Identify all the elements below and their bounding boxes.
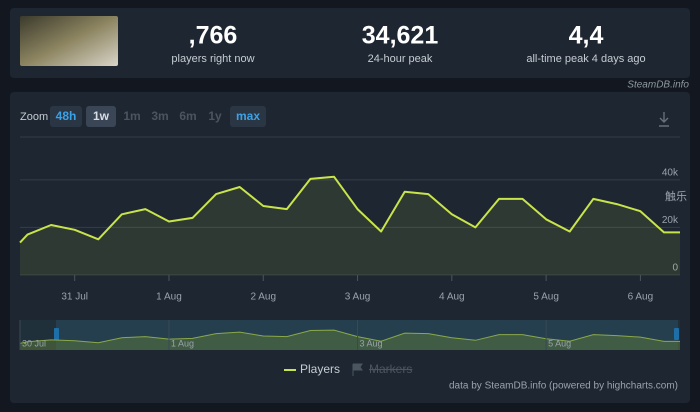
zoom-button-label[interactable]: 1y: [208, 109, 222, 123]
legend-label-disabled[interactable]: Markers: [369, 362, 412, 376]
line: [19, 175, 680, 244]
stat-value: 34,621: [362, 22, 439, 50]
x-tick-label: 2 Aug: [250, 292, 276, 303]
y-tick-label: 20k: [662, 215, 679, 226]
zoom-button-label[interactable]: 48h: [56, 109, 77, 123]
game-thumbnail[interactable]: [20, 16, 118, 66]
zoom-button[interactable]: [86, 106, 116, 127]
zoom-button[interactable]: [230, 106, 266, 127]
zoom-button-label[interactable]: 1m: [123, 109, 140, 123]
stat-value: ,766: [189, 22, 238, 50]
navigator-tick-label: 3 Aug: [360, 338, 383, 348]
zoom-button-label[interactable]: 6m: [179, 109, 196, 123]
area: [20, 176, 680, 275]
zoom-button-label[interactable]: max: [236, 109, 260, 123]
x-tick-label: 3 Aug: [345, 292, 371, 303]
zoom-button[interactable]: [50, 106, 82, 127]
navigator-tick-label: 30 Jul: [22, 338, 46, 348]
x-tick-label: 6 Aug: [628, 292, 654, 303]
navigator-handle[interactable]: [674, 328, 679, 340]
x-tick-label: 4 Aug: [439, 292, 465, 303]
watermark: 触乐: [665, 189, 687, 203]
source-label: SteamDB.info: [627, 80, 689, 91]
zoom-button-label[interactable]: 1w: [93, 109, 110, 123]
zoom-buttons: 48h 1w 1m 3m 6m 1y max: [50, 106, 266, 127]
legend: Players Markers: [284, 362, 412, 376]
zoom-label: Zoom: [20, 111, 48, 123]
legend-flag[interactable]: [352, 363, 363, 376]
download-icon[interactable]: [659, 112, 669, 127]
navigator-handle[interactable]: [54, 328, 59, 340]
stat-label: 24-hour peak: [368, 53, 433, 65]
y-tick-label: 40k: [662, 167, 679, 178]
zoom-button-label[interactable]: 3m: [151, 109, 168, 123]
x-tick-label: 1 Aug: [156, 292, 182, 303]
navigator-line: [19, 329, 680, 344]
stats-panel: [10, 8, 690, 78]
y-tick-label: 0: [672, 263, 678, 274]
stat-label: all-time peak 4 days ago: [526, 53, 645, 65]
navigator-tick-label: 1 Aug: [171, 338, 194, 348]
stat-value: 4,4: [569, 22, 604, 50]
x-tick-label: 31 Jul: [61, 292, 88, 303]
credits: data by SteamDB.info (powered by highcha…: [449, 381, 678, 392]
stat-label: players right now: [171, 53, 254, 65]
legend-label[interactable]: Players: [300, 362, 340, 376]
navigator-tick-label: 5 Aug: [548, 338, 571, 348]
x-tick-label: 5 Aug: [533, 292, 559, 303]
